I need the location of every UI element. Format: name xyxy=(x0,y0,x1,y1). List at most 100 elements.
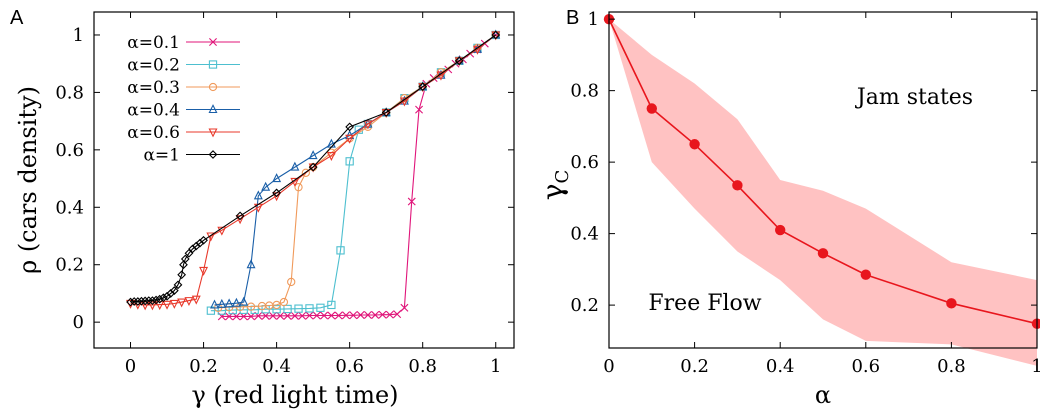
panel-a-data-point xyxy=(199,266,209,276)
panel-a-x-tick-label: 0.4 xyxy=(262,356,291,377)
panel-a-data-point xyxy=(290,311,299,320)
free-flow-annotation: Free Flow xyxy=(648,291,761,316)
panel-b-y-tick-label: 0.8 xyxy=(570,81,599,102)
critical-gamma-point xyxy=(732,180,743,191)
panel-a-data-point xyxy=(210,299,220,309)
panel-a-data-point xyxy=(327,300,336,310)
panel-a-x-axis-label: γ (red light time) xyxy=(191,381,398,409)
panel-a-series-1 xyxy=(206,30,500,315)
legend-entry-marker xyxy=(208,104,218,114)
panel-a-data-point xyxy=(378,310,387,319)
panel-b-x-tick-label: 0.6 xyxy=(851,356,880,377)
panel-a-data-point xyxy=(140,301,150,311)
panel-b-y-axis-subscript: C xyxy=(552,170,573,184)
panel-a-data-point xyxy=(246,259,256,269)
panel-a-y-tick-label: 0.6 xyxy=(55,140,84,161)
panel-b-x-tick-label: 0.2 xyxy=(680,356,709,377)
panel-a-data-point xyxy=(294,183,303,192)
panel-a-data-point xyxy=(400,303,409,312)
panel-a-data-point xyxy=(279,297,289,307)
panel-a-data-point xyxy=(268,311,277,320)
panel-a-data-point xyxy=(173,280,183,290)
panel-b: B 0 0.2 0.4 0.6 0.8 1 0.2 0.4 0.6 0.8 1 Jam states… xyxy=(536,7,1040,409)
panel-a-data-point xyxy=(272,300,281,310)
legend-entry-marker xyxy=(209,38,217,46)
uncertainty-band xyxy=(609,19,1037,366)
critical-gamma-point xyxy=(817,248,829,259)
legend-entry-marker xyxy=(208,60,218,69)
panel-a-series-3 xyxy=(210,29,501,309)
panel-a-data-point xyxy=(224,298,234,308)
legend-entry-marker xyxy=(208,82,218,92)
panel-a-data-point xyxy=(231,297,241,307)
panel-a-data-point xyxy=(345,134,355,144)
panel-a-frame xyxy=(93,11,515,349)
panel-a-data-point xyxy=(159,293,168,303)
panel-a-data-point xyxy=(294,304,303,313)
panel-a-data-point xyxy=(336,246,345,255)
panel-a-data-point xyxy=(436,71,446,81)
panel-a-data-point xyxy=(272,305,281,314)
panel-a-data-point xyxy=(239,296,249,306)
legend-entry-label: α=0.6 xyxy=(127,123,180,143)
panel-a-data-point xyxy=(133,297,143,306)
critical-gamma-point xyxy=(1031,318,1040,329)
panel-a-data-point xyxy=(363,310,372,319)
panel-a-data-point xyxy=(177,270,187,280)
panel-a-data-point xyxy=(415,105,424,114)
panel-a-y-tick-label: 0.2 xyxy=(55,255,84,276)
panel-b-frame xyxy=(608,11,1038,349)
panel-a-data-point xyxy=(385,310,394,319)
panel-a-data-point xyxy=(345,157,354,166)
panel-a-y-tick-label: 0.4 xyxy=(55,197,84,218)
panel-a-data-point xyxy=(169,299,179,309)
panel-a-data-point xyxy=(454,56,464,66)
panel-a-data-point xyxy=(345,122,355,132)
panel-a-data-point xyxy=(381,108,391,117)
jam-states-annotation: Jam states xyxy=(855,85,973,110)
panel-b-label: B xyxy=(566,7,579,29)
panel-a-data-point xyxy=(301,168,310,177)
panel-a-data-point xyxy=(334,311,343,320)
panel-a-data-point xyxy=(191,295,201,305)
panel-a-x-tick-label: 1 xyxy=(490,356,501,377)
panel-a-data-point xyxy=(246,302,256,311)
panel-a-data-point xyxy=(393,310,402,319)
critical-gamma-point xyxy=(946,298,957,309)
panel-a-y-tick-label: 1 xyxy=(73,25,84,46)
panel-b-x-axis-label: α xyxy=(815,381,831,409)
panel-b-y-axis-label: γC xyxy=(536,170,573,201)
legend-entry-marker xyxy=(208,150,218,159)
panel-a-data-point xyxy=(235,302,245,312)
panel-b-x-tick-label: 0.4 xyxy=(766,356,795,377)
panel-a-legend: α=0.1 α=0.2α=0.3 α=0.4α=0.6 α=1 xyxy=(127,33,240,166)
panel-a-data-point xyxy=(169,286,179,295)
panel-a-data-point xyxy=(290,161,300,171)
legend-entry-label: α=0.2 xyxy=(127,56,180,76)
panel-a-data-point xyxy=(371,310,380,319)
panel-a-series-line xyxy=(218,34,497,309)
panel-a-data-point xyxy=(320,311,329,320)
panel-a-data-point xyxy=(399,97,409,107)
panel-a-data-point xyxy=(235,211,245,221)
panel-a-data-point xyxy=(261,311,270,320)
panel-a-data-point xyxy=(308,162,318,172)
panel-a-x-tick-label: 0.6 xyxy=(335,356,364,377)
panel-a-data-point xyxy=(151,295,161,305)
panel-b-y-tick-label: 0.2 xyxy=(570,295,599,316)
panel-a-series-line xyxy=(130,34,497,306)
panel-a-data-point xyxy=(283,311,292,320)
panel-a-data-point xyxy=(180,254,190,264)
panel-a-data-point xyxy=(126,297,135,307)
panel-a-data-point xyxy=(155,294,165,304)
panel-a-data-point xyxy=(272,188,281,198)
panel-a-series-line xyxy=(214,34,497,306)
legend-entry-marker xyxy=(208,128,218,138)
critical-gamma-point xyxy=(646,103,657,114)
panel-b-y-tick-label: 0.6 xyxy=(570,152,599,173)
legend-entry-label: α=0.1 xyxy=(127,33,180,53)
panel-a-data-point xyxy=(137,296,146,306)
panel-a-data-point xyxy=(239,312,248,321)
critical-gamma-point xyxy=(689,139,700,150)
panel-b-y-tick-label: 1 xyxy=(588,9,599,30)
